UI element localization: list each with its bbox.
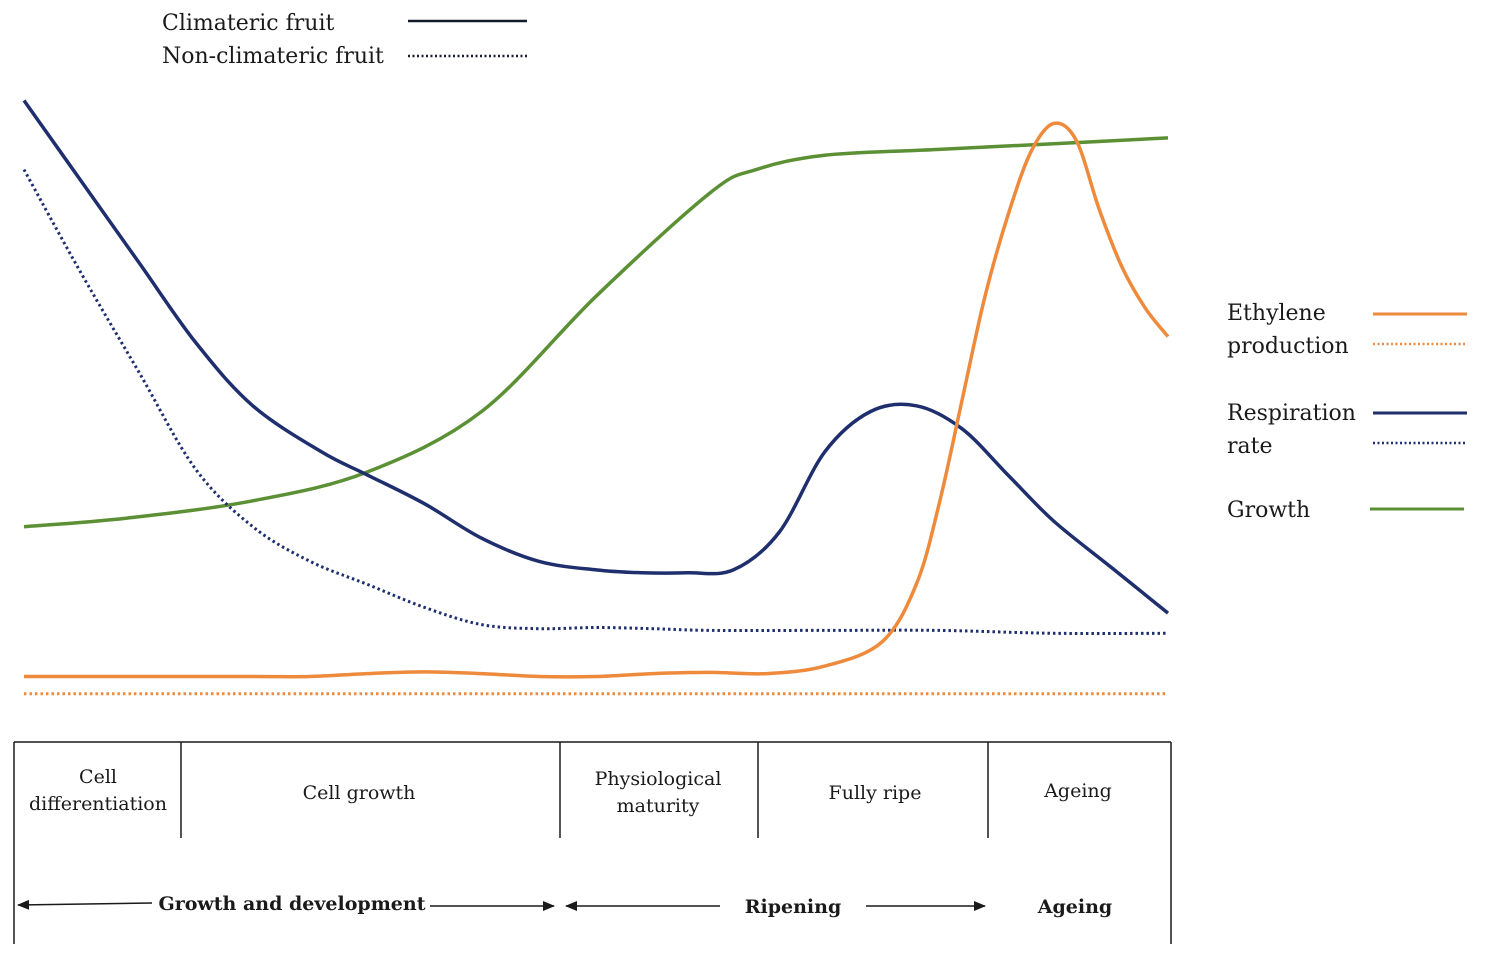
legend-non-climacteric-label: Non-climateric fruit [162,44,384,69]
growth-phase-left-arrow [17,899,153,910]
series-line-respiration-rate-non-climacteric [22,168,1169,636]
stage-physiological-maturity-line2: maturity [617,795,700,817]
phase-growth-development: Growth and development [159,893,426,915]
series-line-respiration-rate-climacteric [22,99,1170,615]
series-line-growth [23,136,1169,529]
legend-ethylene-label-line2: production [1227,334,1349,359]
variable-legend: Ethylene production Respiration rate Gro… [1227,301,1467,523]
legend-climacteric-label: Climateric fruit [162,11,334,36]
stage-cell-differentiation-line1: Cell [79,766,117,788]
series-line-ethylene-production-climacteric [23,121,1170,679]
legend-respiration-label-line2: rate [1227,434,1273,459]
legend-growth-label: Growth [1227,498,1310,523]
stage-physiological-maturity-line1: Physiological [595,768,722,790]
legend-ethylene-label-line1: Ethylene [1227,301,1326,326]
stage-ageing: Ageing [1043,780,1112,802]
stage-cell-growth: Cell growth [303,782,416,804]
style-legend: Climateric fruit Non-climateric fruit [162,11,527,69]
legend-respiration-label-line1: Respiration [1227,401,1356,426]
stage-fully-ripe: Fully ripe [829,782,922,804]
stage-cell-differentiation-line2: differentiation [29,793,167,815]
phase-ripening: Ripening [745,896,842,918]
phase-ageing: Ageing [1037,896,1112,918]
plot-area [22,99,1170,696]
stage-table: Cell differentiation Cell growth Physiol… [13,741,1172,944]
